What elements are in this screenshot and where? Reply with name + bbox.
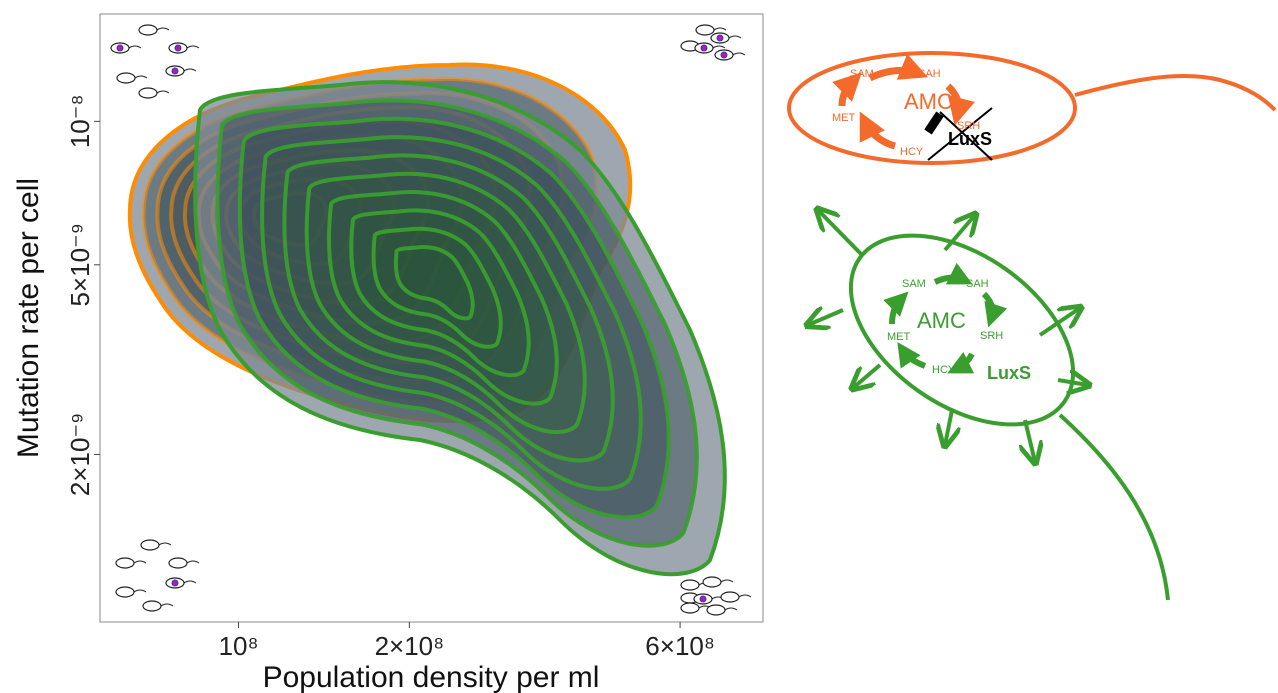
signal-arrow — [945, 410, 952, 445]
signal-arrow — [1058, 380, 1088, 385]
bacterium — [721, 592, 739, 602]
y-tick-label: 5×10⁻⁹ — [65, 223, 95, 306]
bacterium — [139, 88, 157, 98]
bacterium — [116, 587, 134, 597]
x-axis-title: Population density per ml — [263, 661, 600, 693]
bacterium-marker — [172, 68, 178, 74]
x-tick-label: 6×10⁸ — [645, 631, 715, 661]
cycle-label: AMC — [917, 308, 966, 333]
cycle-arrow — [870, 70, 915, 78]
signal-arrows — [808, 210, 1088, 462]
bacterium-marker — [700, 596, 706, 602]
plot-area — [94, 14, 763, 628]
metabolite: SAH — [966, 278, 989, 290]
bacterium — [139, 25, 157, 35]
bacterium — [116, 558, 134, 568]
signal-arrow — [1025, 420, 1035, 462]
mutant-cell: SAM SAH SRH HCY MET AMC LuxS — [789, 53, 1275, 163]
bacterium-marker — [175, 45, 181, 51]
bacterium-marker — [717, 35, 723, 41]
figure: Population density per ml Mutation rate … — [0, 0, 1278, 693]
metabolite: SAM — [902, 278, 926, 290]
bacterium-marker — [172, 580, 178, 586]
cycle-arrow — [984, 294, 993, 316]
y-tick-label: 2×10⁻⁹ — [65, 413, 95, 496]
bacterium — [696, 25, 714, 35]
metabolite: MET — [887, 331, 911, 343]
bacterium — [681, 580, 699, 590]
bacterium — [707, 605, 725, 615]
metabolite: SAM — [850, 68, 874, 80]
enzyme-label: LuxS — [987, 363, 1031, 383]
bacterium-marker — [721, 52, 727, 58]
cycle-arrow — [892, 300, 900, 324]
signal-arrow — [818, 210, 862, 255]
bacterium — [169, 558, 187, 568]
bacterium — [703, 577, 721, 587]
metabolite: SAH — [918, 68, 941, 80]
bacterium — [117, 73, 135, 83]
metabolite: HCY — [900, 146, 924, 158]
y-axis-title: Mutation rate per cell — [12, 178, 45, 458]
bacterium-marker — [701, 45, 707, 51]
blocked-arrow — [928, 114, 940, 132]
wildtype-cell: SAM SAH SRH HCY MET AMC LuxS — [808, 197, 1168, 600]
bacterium-marker — [117, 45, 123, 51]
cycle-arrow — [842, 82, 852, 106]
signal-arrow — [853, 365, 880, 388]
bacterium — [143, 601, 161, 611]
x-tick-label: 10⁸ — [219, 631, 259, 661]
bacterium — [681, 603, 699, 613]
cycle-arrow — [958, 354, 972, 368]
cycle-label: AMC — [904, 89, 953, 114]
y-tick-label: 10⁻⁸ — [65, 95, 95, 149]
cycle-arrow — [904, 352, 925, 366]
bacterium — [141, 540, 159, 550]
flagellum — [1075, 76, 1275, 110]
metabolite: SRH — [980, 330, 1003, 342]
signal-arrow — [808, 310, 843, 325]
enzyme-label: LuxS — [948, 129, 992, 149]
cycle-arrow — [935, 277, 962, 282]
metabolite: HCY — [932, 364, 956, 376]
flagellum — [1060, 415, 1168, 600]
x-tick-label: 2×10⁸ — [375, 631, 445, 661]
cycle-arrow — [866, 124, 895, 146]
metabolite: MET — [832, 112, 856, 124]
